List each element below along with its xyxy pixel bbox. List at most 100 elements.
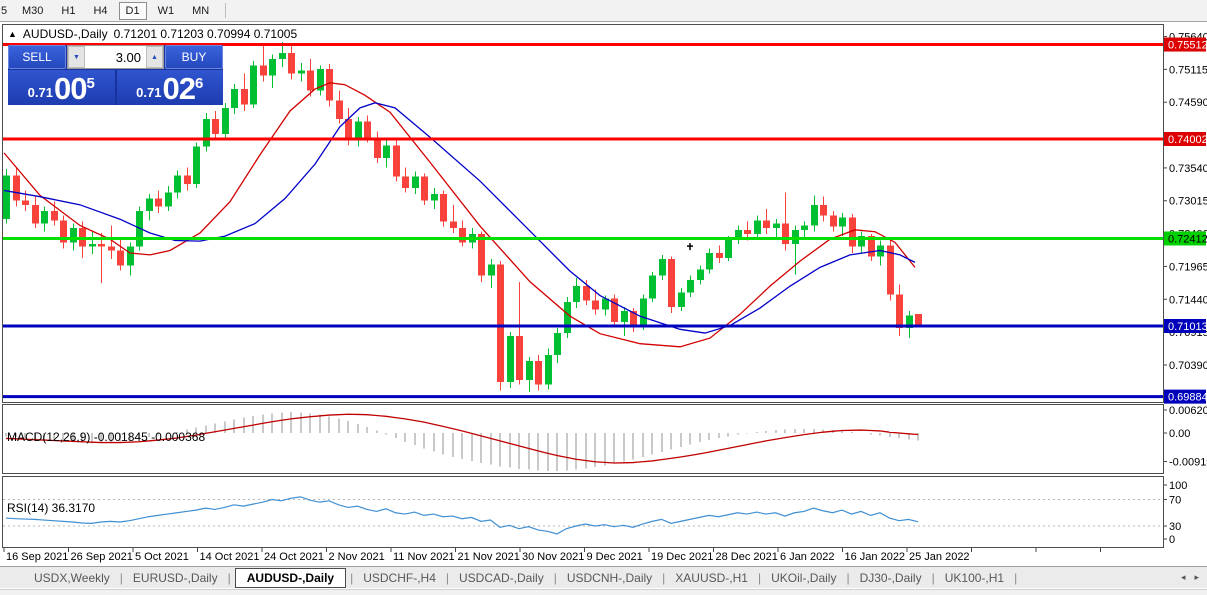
tab-separator: |: [757, 570, 762, 585]
tab-separator: |: [119, 570, 123, 585]
svg-text:16 Jan 2022: 16 Jan 2022: [845, 551, 906, 563]
buy-price-prefix: 0.71: [136, 85, 162, 100]
svg-text:24 Oct 2021: 24 Oct 2021: [264, 551, 324, 563]
rsi-line: [5, 496, 919, 535]
horizontal-level-lines[interactable]: [3, 43, 1163, 399]
symbol-tab-bar: USDX,Weekly | EURUSD-,Daily | AUDUSD-,Daily |…: [0, 566, 1207, 588]
tab-separator: |: [227, 570, 231, 585]
svg-text:14 Oct 2021: 14 Oct 2021: [200, 551, 260, 563]
svg-text:0.71965: 0.71965: [1169, 261, 1207, 273]
tab-usdchf-h4[interactable]: USDCHF-,H4: [363, 570, 436, 585]
svg-text:0.00: 0.00: [1169, 428, 1190, 440]
pane-borders: [2, 24, 1164, 548]
tab-usdcnh-daily[interactable]: USDCNH-,Daily: [566, 570, 653, 585]
svg-text:0.75115: 0.75115: [1169, 64, 1207, 76]
toolbar-divider: [225, 3, 227, 18]
svg-text:16 Sep 2021: 16 Sep 2021: [6, 551, 68, 563]
candles: [3, 42, 922, 392]
chart-ohlc-values: 0.71201 0.71203 0.70994 0.71005: [113, 27, 298, 41]
sell-price-prefix: 0.71: [27, 85, 53, 100]
svg-text:0.71440: 0.71440: [1169, 294, 1207, 306]
svg-text:30 Nov 2021: 30 Nov 2021: [522, 551, 584, 563]
tab-audusd-daily[interactable]: AUDUSD-,Daily: [234, 567, 347, 588]
collapse-triangle-icon[interactable]: ▲: [8, 29, 17, 39]
svg-text:0.006201: 0.006201: [1169, 405, 1207, 417]
svg-text:21 Nov 2021: 21 Nov 2021: [458, 551, 520, 563]
svg-text:0.74002: 0.74002: [1168, 134, 1207, 146]
svg-text:0.69884: 0.69884: [1168, 392, 1207, 404]
chart-marker-cross: [687, 243, 693, 251]
lot-size-value[interactable]: 3.00: [85, 46, 146, 68]
svg-text:0: 0: [1169, 534, 1175, 546]
svg-text:6 Jan 2022: 6 Jan 2022: [780, 551, 834, 563]
svg-text:0.75512: 0.75512: [1168, 40, 1207, 52]
status-strip: [0, 589, 1207, 595]
svg-text:0.74590: 0.74590: [1169, 97, 1207, 109]
tab-scroll-right-icon[interactable]: ▸: [1194, 572, 1199, 582]
svg-text:30: 30: [1169, 521, 1181, 533]
sell-button[interactable]: SELL: [8, 45, 66, 69]
one-click-trading-panel: SELL ▼ 3.00 ▲ BUY 0.71 00 5 0.71 02 6: [8, 45, 223, 105]
tab-usdcad-daily[interactable]: USDCAD-,Daily: [459, 570, 544, 585]
chart-symbol-label: AUDUSD-,Daily: [22, 27, 108, 41]
tab-scroll-arrows: ◂ ▸: [1181, 572, 1199, 583]
chart-canvas[interactable]: 0.756400.751150.745900.735400.730150.724…: [0, 22, 1207, 566]
tab-eurusd-daily[interactable]: EURUSD-,Daily: [132, 570, 218, 585]
tab-separator: |: [662, 570, 666, 585]
sell-price-big-digits: 00: [53, 71, 87, 106]
svg-text:0.70390: 0.70390: [1169, 360, 1207, 372]
macd-signal-line: [5, 413, 919, 464]
svg-text:70: 70: [1169, 495, 1181, 507]
timeframe-5[interactable]: 5: [1, 4, 8, 17]
tab-separator: |: [553, 570, 557, 585]
svg-text:19 Dec 2021: 19 Dec 2021: [651, 551, 713, 563]
tab-separator: |: [445, 570, 450, 585]
svg-text:28 Dec 2021: 28 Dec 2021: [716, 551, 778, 563]
svg-text:0.71013: 0.71013: [1168, 321, 1207, 333]
timeframe-h1[interactable]: H1: [61, 4, 76, 17]
tab-separator: |: [350, 570, 354, 585]
timeframe-h4[interactable]: H4: [93, 4, 108, 17]
svg-text:0.73015: 0.73015: [1169, 196, 1207, 208]
lot-decrease-button[interactable]: ▼: [68, 46, 85, 68]
svg-text:-0.009193: -0.009193: [1169, 457, 1207, 469]
symbol-tabs: USDX,Weekly | EURUSD-,Daily | AUDUSD-,Daily |…: [28, 567, 1021, 588]
svg-text:25 Jan 2022: 25 Jan 2022: [909, 551, 970, 563]
svg-text:5 Oct 2021: 5 Oct 2021: [135, 551, 189, 563]
tab-xauusd-h1[interactable]: XAUUSD-,H1: [675, 570, 748, 585]
svg-text:0.73540: 0.73540: [1169, 163, 1207, 175]
svg-text:0.72412: 0.72412: [1168, 233, 1207, 245]
date-axis: 16 Sep 2021 26 Sep 2021 5 Oct 2021 14 Oct 2…: [3, 548, 1101, 563]
tab-separator: |: [846, 570, 850, 585]
svg-text:100: 100: [1169, 480, 1187, 492]
ma-fast-red-line: [3, 82, 916, 348]
svg-text:26 Sep 2021: 26 Sep 2021: [71, 551, 133, 563]
price-axis: 0.756400.751150.745900.735400.730150.724…: [1163, 32, 1207, 546]
tab-dj30-daily[interactable]: DJ30-,Daily: [859, 570, 922, 585]
timeframe-w1[interactable]: W1: [157, 4, 175, 17]
rsi-level-lines: [3, 499, 1163, 527]
ma-slow-blue-line: [3, 102, 916, 334]
lot-size-spinner: ▼ 3.00 ▲: [67, 45, 164, 69]
timeframe-toolbar: 5 M30 H1 H4 D1 W1 MN: [0, 0, 1207, 22]
lot-increase-button[interactable]: ▲: [146, 46, 163, 68]
timeframe-mn[interactable]: MN: [192, 4, 210, 17]
tab-separator: |: [931, 570, 935, 585]
macd-histogram: [5, 412, 919, 471]
timeframe-d1[interactable]: D1: [118, 1, 147, 20]
svg-text:2 Nov 2021: 2 Nov 2021: [329, 551, 385, 563]
rsi-label: RSI(14) 36.3170: [7, 501, 96, 515]
buy-price-display[interactable]: 0.71 02 6: [116, 70, 223, 106]
timeframe-m30[interactable]: M30: [22, 4, 44, 17]
tab-scroll-left-icon[interactable]: ◂: [1180, 572, 1186, 582]
sell-price-display[interactable]: 0.71 00 5: [8, 70, 115, 105]
buy-price-big-digits: 02: [162, 71, 195, 106]
tab-uk100-h1[interactable]: UK100-,H1: [944, 570, 1005, 585]
buy-button[interactable]: BUY: [165, 45, 223, 69]
tab-usdx-weekly[interactable]: USDX,Weekly: [34, 570, 110, 585]
svg-text:11 Nov 2021: 11 Nov 2021: [393, 551, 455, 563]
svg-text:9 Dec 2021: 9 Dec 2021: [587, 551, 643, 563]
macd-label: MACD(12,26,9) -0.001845 -0.000368: [7, 430, 206, 444]
tab-ukoil-daily[interactable]: UKOil-,Daily: [771, 570, 837, 585]
